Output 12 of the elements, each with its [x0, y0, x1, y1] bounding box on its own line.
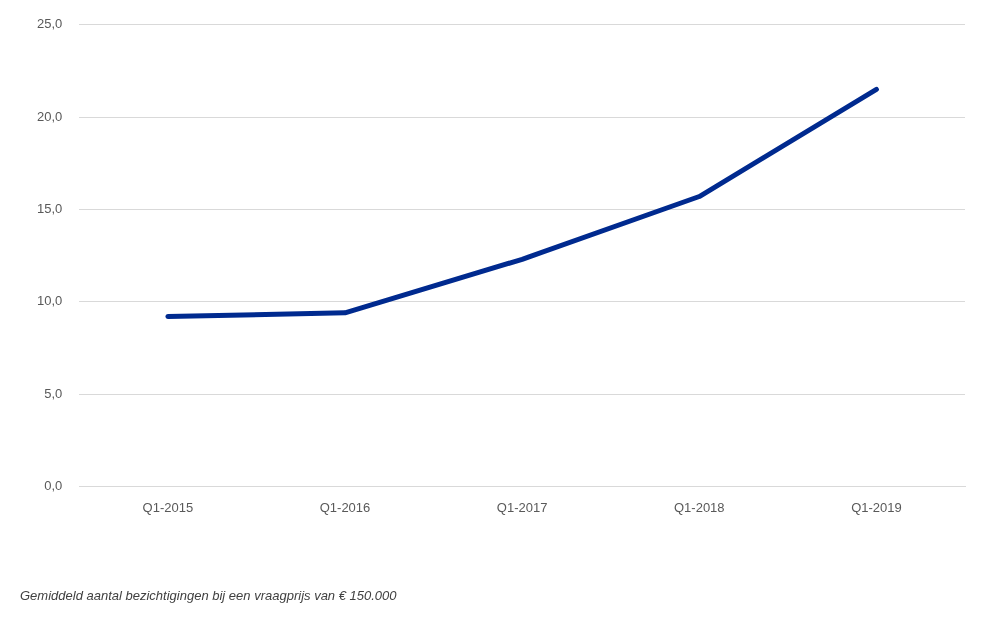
y-tick-label: 10,0 [36, 293, 63, 309]
x-tick-label: Q1-2019 [851, 499, 902, 515]
y-tick-label: 5,0 [44, 385, 63, 401]
x-tick-label: Q1-2016 [319, 499, 371, 515]
x-tick-label: Q1-2017 [496, 499, 548, 515]
x-tick-label: Q1-2015 [142, 499, 194, 515]
x-tick-label: Q1-2018 [673, 499, 725, 515]
y-tick-label: 20,0 [36, 108, 63, 124]
y-tick-label: 0,0 [44, 477, 63, 493]
text: Gemiddeld aantal bezichtigingen bij een vraagprijs van € 150.000 [20, 588, 397, 603]
y-tick-label: 25,0 [36, 16, 63, 32]
y-tick-label: 15,0 [36, 201, 63, 217]
